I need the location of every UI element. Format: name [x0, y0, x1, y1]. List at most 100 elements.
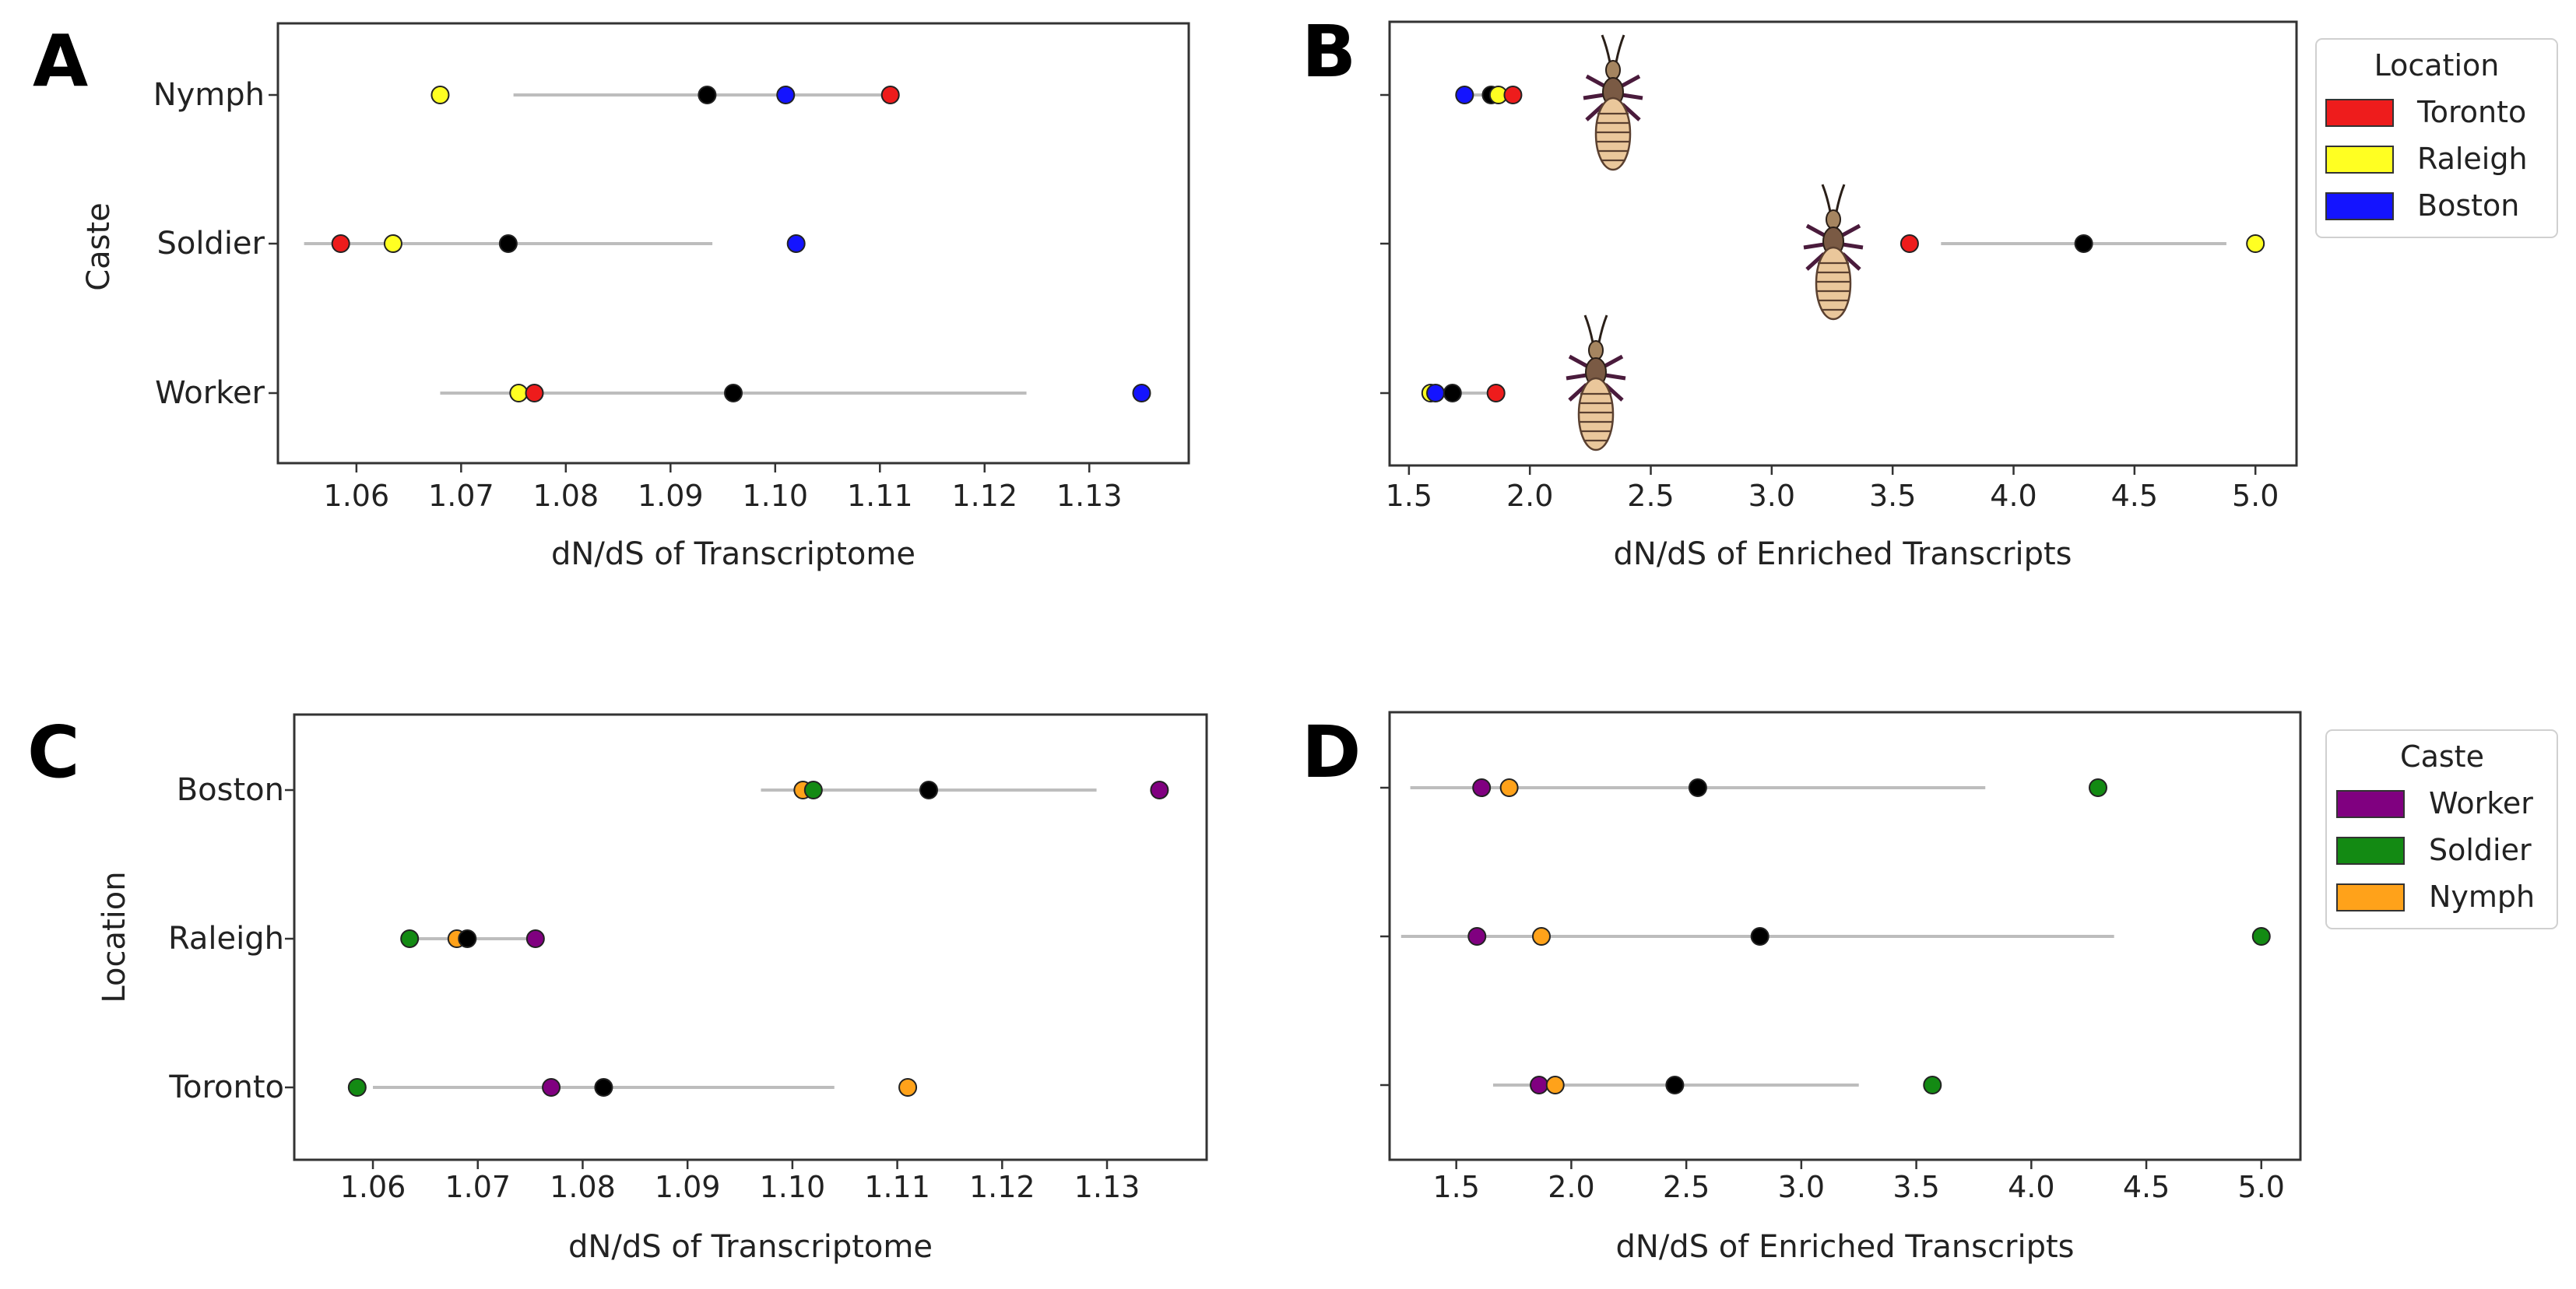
panel-c-x-tick-label: 1.10 [760, 1170, 826, 1204]
panel-b-x-axis-title: dN/dS of Enriched Transcripts [1614, 536, 2072, 572]
panel-d-point-toronto [1530, 1076, 1549, 1094]
panel-b-point-worker [1486, 384, 1506, 402]
panel-c-x-tick-label: 1.08 [550, 1170, 616, 1204]
panel-a-point-worker [509, 384, 529, 402]
panel-b-x-tick-label: 2.0 [1506, 479, 1553, 513]
panel-a-x-tick-label: 1.11 [847, 479, 913, 513]
panel-d-point-raleigh [1750, 927, 1769, 946]
panel-b-x-tick-label: 3.5 [1869, 479, 1916, 513]
panel-c-x-tick-label: 1.13 [1074, 1170, 1140, 1204]
panel-d-point-raleigh [2251, 927, 2271, 946]
legend-swatch-raleigh [2325, 146, 2394, 174]
panel-a-y-tick-label-worker: Worker [155, 375, 265, 411]
panel-d-x-tick-label: 4.0 [2008, 1170, 2054, 1204]
panel-a-y-tick-label-nymph: Nymph [153, 77, 265, 113]
panel-c-point-boston [803, 781, 823, 799]
legend-swatch-worker [2336, 790, 2405, 818]
panel-a-point-nymph [698, 86, 717, 104]
panel-b-point-soldier [1899, 234, 1919, 253]
legend-location: Location Toronto Raleigh Boston [2315, 38, 2558, 238]
panel-d-point-toronto [1923, 1076, 1942, 1094]
panel-b-x-tick-label: 4.5 [2111, 479, 2158, 513]
legend-swatch-boston [2325, 192, 2394, 220]
panel-a-point-soldier [383, 234, 402, 253]
legend-label-worker: Worker [2429, 786, 2533, 820]
panel-a-x-tick-label: 1.10 [742, 479, 808, 513]
panel-c-x-tick-label: 1.11 [864, 1170, 930, 1204]
panel-d-x-tick-label: 3.5 [1892, 1170, 1939, 1204]
panel-a-point-nymph [880, 86, 900, 104]
panel-a-x-axis-title: dN/dS of Transcriptome [551, 536, 915, 572]
panel-b-x-tick-label: 4.0 [1990, 479, 2037, 513]
panel-c-point-raleigh [525, 929, 545, 948]
panel-c-point-toronto [347, 1078, 367, 1097]
panel-b-point-soldier [2246, 234, 2265, 253]
panel-d-point-toronto [1665, 1076, 1685, 1094]
panel-d-x-tick-label: 2.0 [1548, 1170, 1594, 1204]
panel-c-y-tick-label-boston: Boston [177, 772, 284, 808]
panel-d-x-tick-label: 4.5 [2123, 1170, 2170, 1204]
panel-d-marks: 1.5 2.0 2.5 3.0 3.5 4.0 4.5 5.0 [1380, 778, 2285, 1204]
panel-d-x-tick-label: 1.5 [1432, 1170, 1479, 1204]
panel-c-x-tick-label: 1.12 [969, 1170, 1035, 1204]
panel-c-y-tick-label-raleigh: Raleigh [168, 921, 284, 957]
panel-b-point-nymph [1455, 86, 1474, 104]
legend-label-boston: Boston [2417, 188, 2519, 223]
panel-b-marks: 1.5 2.0 2.5 3.0 3.5 4.0 4.5 5.0 [1380, 86, 2279, 513]
legend-caste-title: Caste [2400, 739, 2484, 774]
panel-c-x-tick-label: 1.09 [655, 1170, 721, 1204]
panel-a-y-axis-title: Caste [81, 202, 117, 291]
panel-c-x-tick-label: 1.06 [340, 1170, 406, 1204]
legend-label-nymph: Nymph [2429, 880, 2535, 914]
panel-b-x-tick-label: 1.5 [1386, 479, 1432, 513]
legend-label-raleigh: Raleigh [2417, 142, 2528, 176]
panel-a-point-worker [724, 384, 743, 402]
panel-c-point-toronto [542, 1078, 561, 1097]
panel-d-point-raleigh [1532, 927, 1551, 946]
panel-c-point-boston [1150, 781, 1169, 799]
panel-c-x-axis-title: dN/dS of Transcriptome [568, 1229, 933, 1265]
panel-a-x-tick-label: 1.08 [533, 479, 599, 513]
legend-caste: Caste Worker Soldier Nymph [2325, 729, 2558, 929]
panel-c-letter: C [27, 711, 80, 794]
panel-d-x-tick-label: 5.0 [2238, 1170, 2285, 1204]
legend-label-toronto: Toronto [2416, 95, 2526, 129]
panel-a-letter: A [33, 19, 88, 103]
legend-label-soldier: Soldier [2429, 833, 2532, 867]
panel-a-x-tick-label: 1.07 [428, 479, 494, 513]
panel-b-point-soldier [2074, 234, 2093, 253]
panel-b-point-nymph [1503, 86, 1523, 104]
panel-a-x-tick-label: 1.13 [1056, 479, 1123, 513]
panel-c-marks: 1.06 1.07 1.08 1.09 1.10 1.11 1.12 1.13 Boston Ra… [168, 772, 1169, 1204]
panel-a-point-worker [525, 384, 544, 402]
panel-d-x-tick-label: 2.5 [1663, 1170, 1710, 1204]
panel-b-x-tick-label: 3.0 [1748, 479, 1795, 513]
panel-c-point-raleigh [400, 929, 420, 948]
panel-c-y-axis-title: Location [97, 871, 132, 1003]
legend-caste-frame [2325, 729, 2558, 929]
panel-b-letter: B [1302, 10, 1356, 93]
panel-c-point-toronto [594, 1078, 613, 1097]
panel-c-point-toronto [898, 1078, 918, 1097]
panel-d: D 1.5 2.0 2.5 3.0 3.5 4.0 4.5 5.0 dN/dS of Enri… [1302, 711, 2302, 1265]
panel-d-x-axis-title: dN/dS of Enriched Transcripts [1616, 1229, 2075, 1265]
panel-d-point-boston [2089, 778, 2107, 797]
panel-c: C 1.06 1.07 1.08 1.09 1.10 1.11 1.12 1.13 Boston… [27, 711, 1208, 1265]
panel-a-x-tick-label: 1.12 [951, 479, 1017, 513]
panel-a-x-tick-label: 1.06 [324, 479, 390, 513]
panel-a-point-worker [1132, 384, 1151, 402]
panel-c-y-tick-label-toronto: Toronto [168, 1069, 284, 1105]
panel-d-point-toronto [1545, 1076, 1565, 1094]
panel-a-point-soldier [331, 234, 350, 253]
panel-a-point-nymph [431, 86, 450, 104]
panel-d-point-boston [1499, 778, 1519, 797]
panel-b-x-tick-label: 2.5 [1627, 479, 1674, 513]
panel-a-x-tick-label: 1.09 [638, 479, 704, 513]
panel-b-point-worker [1426, 384, 1446, 402]
legend-location-title: Location [2374, 48, 2500, 83]
panel-a-point-soldier [498, 234, 518, 253]
panel-d-point-boston [1472, 778, 1492, 797]
panel-a-marks: 1.06 1.07 1.08 1.09 1.10 1.11 1.12 1.13 Nymph Sol… [153, 77, 1151, 513]
panel-c-x-tick-label: 1.07 [445, 1170, 511, 1204]
